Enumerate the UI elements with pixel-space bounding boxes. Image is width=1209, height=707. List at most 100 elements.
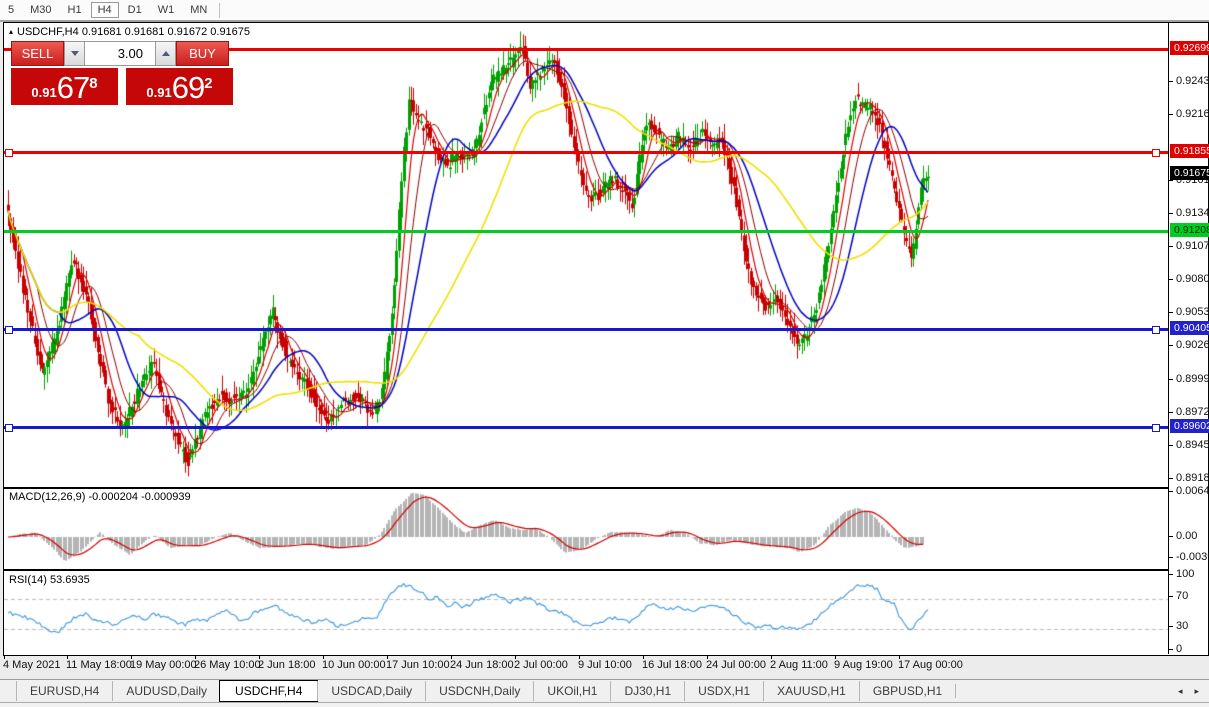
macd-label: MACD(12,26,9) -0.000204 -0.000939 — [9, 491, 191, 503]
buy-price-big: 69 — [171, 70, 205, 105]
indicator-tick-label: -0.00391 — [1167, 551, 1209, 563]
time-axis-label: 2 Jul 00:00 — [514, 656, 568, 671]
price-tick-label: 0.91075 — [1168, 240, 1209, 252]
time-axis-label: 17 Jun 10:00 — [386, 656, 450, 671]
indicator-tick-label: 30 — [1167, 620, 1189, 632]
tab-separator — [955, 684, 957, 698]
price-tick-label: 0.90535 — [1168, 306, 1209, 318]
hline-0.90405[interactable] — [4, 326, 1168, 334]
tab-usdchf-h4[interactable]: USDCHF,H4 — [219, 680, 319, 702]
chart-plot-area[interactable] — [4, 23, 1168, 654]
tab-audusd-daily[interactable]: AUDUSD,Daily — [112, 681, 220, 701]
price-badge-support-blue-1: 0.90405 — [1170, 321, 1209, 335]
panel-separator[interactable] — [4, 487, 1208, 489]
timeframe-m15-partial[interactable]: 5 — [8, 4, 15, 16]
buy-button[interactable]: BUY — [176, 41, 229, 66]
sell-button[interactable]: SELL — [11, 41, 64, 66]
buy-price-pipette: 2 — [204, 75, 213, 92]
buy-price-prefix: 0.91 — [146, 85, 172, 100]
status-bar — [0, 702, 1209, 707]
timeframe-d1[interactable]: D1 — [127, 4, 142, 16]
line-handle[interactable] — [5, 424, 13, 432]
toolbar-separator — [219, 2, 221, 18]
time-axis-label: 16 Jul 18:00 — [642, 656, 702, 671]
indicator-tick-label: 0.00647 — [1168, 485, 1209, 497]
volume-decrease-button[interactable] — [64, 41, 85, 66]
timeframe-h4[interactable]: H4 — [90, 2, 119, 18]
price-badge-resistance-lower: 0.91855 — [1170, 144, 1209, 158]
tabs-scroll-right-icon[interactable]: ▸ — [1194, 685, 1199, 696]
time-axis[interactable]: 4 May 2021 11 May 18:00 19 May 00:00 26 May… — [3, 656, 1167, 678]
rsi-indicator-canvas[interactable] — [4, 571, 1168, 654]
rsi-label: RSI(14) 53.6935 — [9, 574, 90, 586]
timeframe-h1[interactable]: H1 — [67, 4, 82, 16]
volume-increase-button[interactable] — [155, 41, 176, 66]
indicator-tick-label: 0 — [1167, 643, 1183, 655]
hline-0.92699[interactable] — [4, 48, 1168, 51]
sell-price-display[interactable]: 0.91 67 8 — [11, 68, 118, 105]
line-handle[interactable] — [5, 326, 13, 334]
tab-dj30-h1[interactable]: DJ30,H1 — [610, 681, 684, 701]
price-badge-current-price: 0.91675 — [1170, 166, 1209, 180]
tab-xauusd-h1[interactable]: XAUUSD,H1 — [763, 681, 859, 701]
time-axis-label: 26 May 10:00 — [194, 656, 261, 671]
time-axis-label: 4 May 2021 — [3, 656, 61, 671]
hline-0.89602[interactable] — [4, 424, 1168, 432]
buy-price-display[interactable]: 0.91 69 2 — [126, 68, 233, 105]
chevron-up-icon — [161, 51, 170, 56]
sell-price-pipette: 8 — [89, 75, 98, 92]
chart-tab-bar: EURUSD,H4 AUDUSD,Daily USDCHF,H4 USDCAD,… — [0, 679, 1209, 702]
volume-input[interactable] — [85, 41, 155, 66]
time-axis-label: 24 Jul 00:00 — [706, 656, 766, 671]
tab-gbpusd-h1[interactable]: GBPUSD,H1 — [858, 681, 955, 701]
time-axis-label: 10 Jun 00:00 — [322, 656, 386, 671]
line-handle[interactable] — [1152, 326, 1160, 334]
price-badge-support-green: 0.91208 — [1170, 223, 1209, 237]
chart-ohlc-values: 0.91681 0.91681 0.91672 0.91675 — [81, 26, 251, 38]
tab-usdcad-daily[interactable]: USDCAD,Daily — [317, 681, 425, 701]
tab-usdx-h1[interactable]: USDX,H1 — [684, 681, 763, 701]
line-handle[interactable] — [1152, 149, 1160, 157]
time-axis-label: 17 Aug 00:00 — [898, 656, 963, 671]
price-axis[interactable]: 0.924300.921600.916150.913450.910750.908… — [1167, 23, 1209, 655]
indicator-tick-label: 100 — [1167, 568, 1195, 580]
indicator-tick-label: 0.00 — [1167, 530, 1198, 542]
price-badge-resistance-upper: 0.92699 — [1170, 41, 1209, 55]
time-axis-label: 11 May 18:00 — [66, 656, 132, 671]
chart-window: ▴ USDCHF,H4 0.91681 0.91681 0.91672 0.916… — [3, 22, 1209, 656]
tab-eurusd-h4[interactable]: EURUSD,H4 — [16, 681, 112, 701]
timeframe-m30[interactable]: M30 — [30, 4, 52, 16]
time-axis-label: 24 Jun 18:00 — [450, 656, 514, 671]
macd-indicator-canvas[interactable] — [4, 489, 1168, 569]
time-axis-label: 2 Aug 11:00 — [770, 656, 828, 671]
panel-separator[interactable] — [4, 569, 1208, 571]
time-axis-label: 19 May 00:00 — [130, 656, 197, 671]
time-axis-label: 9 Jul 10:00 — [578, 656, 632, 671]
time-axis-label: 2 Jun 18:00 — [258, 656, 316, 671]
timeframe-mn[interactable]: MN — [190, 4, 208, 16]
tabs-scroll-left-icon[interactable]: ◂ — [1177, 685, 1183, 696]
collapse-triangle-icon[interactable]: ▴ — [9, 27, 14, 36]
timeframe-toolbar: 5 M30 H1 H4 D1 W1 MN — [0, 0, 1209, 22]
chevron-down-icon — [70, 51, 79, 56]
tab-ukoil-h1[interactable]: UKOil,H1 — [533, 681, 610, 701]
hline-0.91855[interactable] — [4, 149, 1168, 157]
sell-price-prefix: 0.91 — [31, 85, 57, 100]
tab-usdcnh-daily[interactable]: USDCNH,Daily — [425, 681, 533, 701]
price-tick-label: 0.90265 — [1168, 339, 1209, 351]
indicator-tick-label: 70 — [1167, 590, 1189, 602]
hline-0.91208[interactable] — [4, 230, 1168, 233]
price-tick-label: 0.90805 — [1168, 273, 1209, 285]
price-tick-label: 0.91345 — [1168, 207, 1209, 219]
line-handle[interactable] — [1152, 424, 1160, 432]
time-axis-label: 9 Aug 19:00 — [834, 656, 893, 671]
timeframe-w1[interactable]: W1 — [157, 4, 175, 16]
line-handle[interactable] — [5, 149, 13, 157]
chart-title: ▴ USDCHF,H4 0.91681 0.91681 0.91672 0.916… — [9, 26, 250, 38]
